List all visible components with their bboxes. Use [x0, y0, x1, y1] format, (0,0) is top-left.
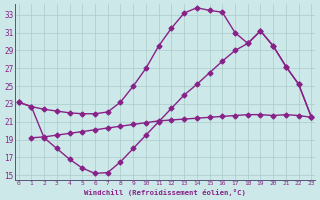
X-axis label: Windchill (Refroidissement éolien,°C): Windchill (Refroidissement éolien,°C)	[84, 189, 246, 196]
